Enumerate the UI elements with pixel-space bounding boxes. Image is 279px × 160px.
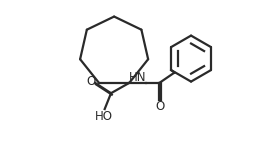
Text: O: O <box>86 75 95 88</box>
Text: O: O <box>155 100 165 113</box>
Text: HN: HN <box>129 71 146 84</box>
Text: HO: HO <box>95 110 113 123</box>
